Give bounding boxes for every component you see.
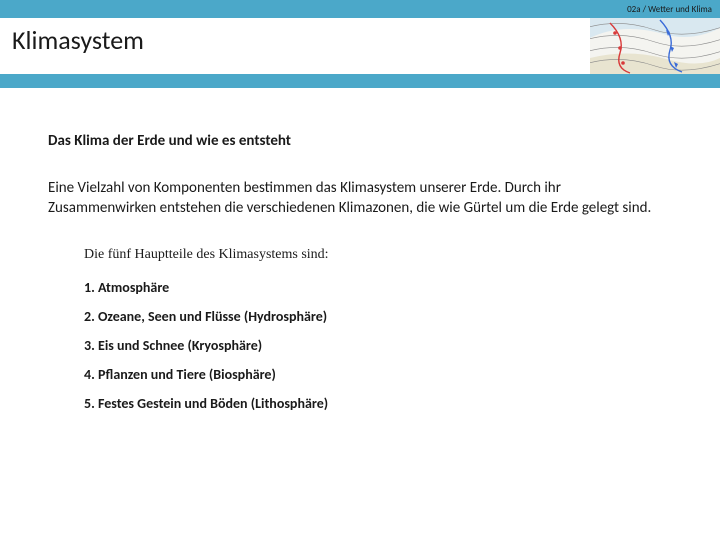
list-item: 4. Pflanzen und Tiere (Biosphäre) [84, 366, 672, 383]
list-item: 2. Ozeane, Seen und Flüsse (Hydrosphäre) [84, 308, 672, 325]
top-bar: 02a / Wetter und Klima [0, 0, 720, 18]
weather-map-graphic [590, 18, 720, 74]
list-heading: Die fünf Hauptteile des Klimasystems sin… [84, 247, 672, 263]
title-underbar [0, 74, 720, 88]
list-item: 1. Atmosphäre [84, 279, 672, 296]
content-area: Das Klima der Erde und wie es entsteht E… [0, 88, 720, 412]
breadcrumb: 02a / Wetter und Klima [627, 4, 712, 15]
title-region: Klimasystem [0, 18, 720, 74]
list-block: Die fünf Hauptteile des Klimasystems sin… [48, 247, 672, 412]
content-subtitle: Das Klima der Erde und wie es entsteht [48, 132, 672, 150]
list-item: 5. Festes Gestein und Böden (Lithosphäre… [84, 395, 672, 412]
intro-paragraph: Eine Vielzahl von Komponenten bestimmen … [48, 178, 672, 219]
list-item: 3. Eis und Schnee (Kryosphäre) [84, 337, 672, 354]
